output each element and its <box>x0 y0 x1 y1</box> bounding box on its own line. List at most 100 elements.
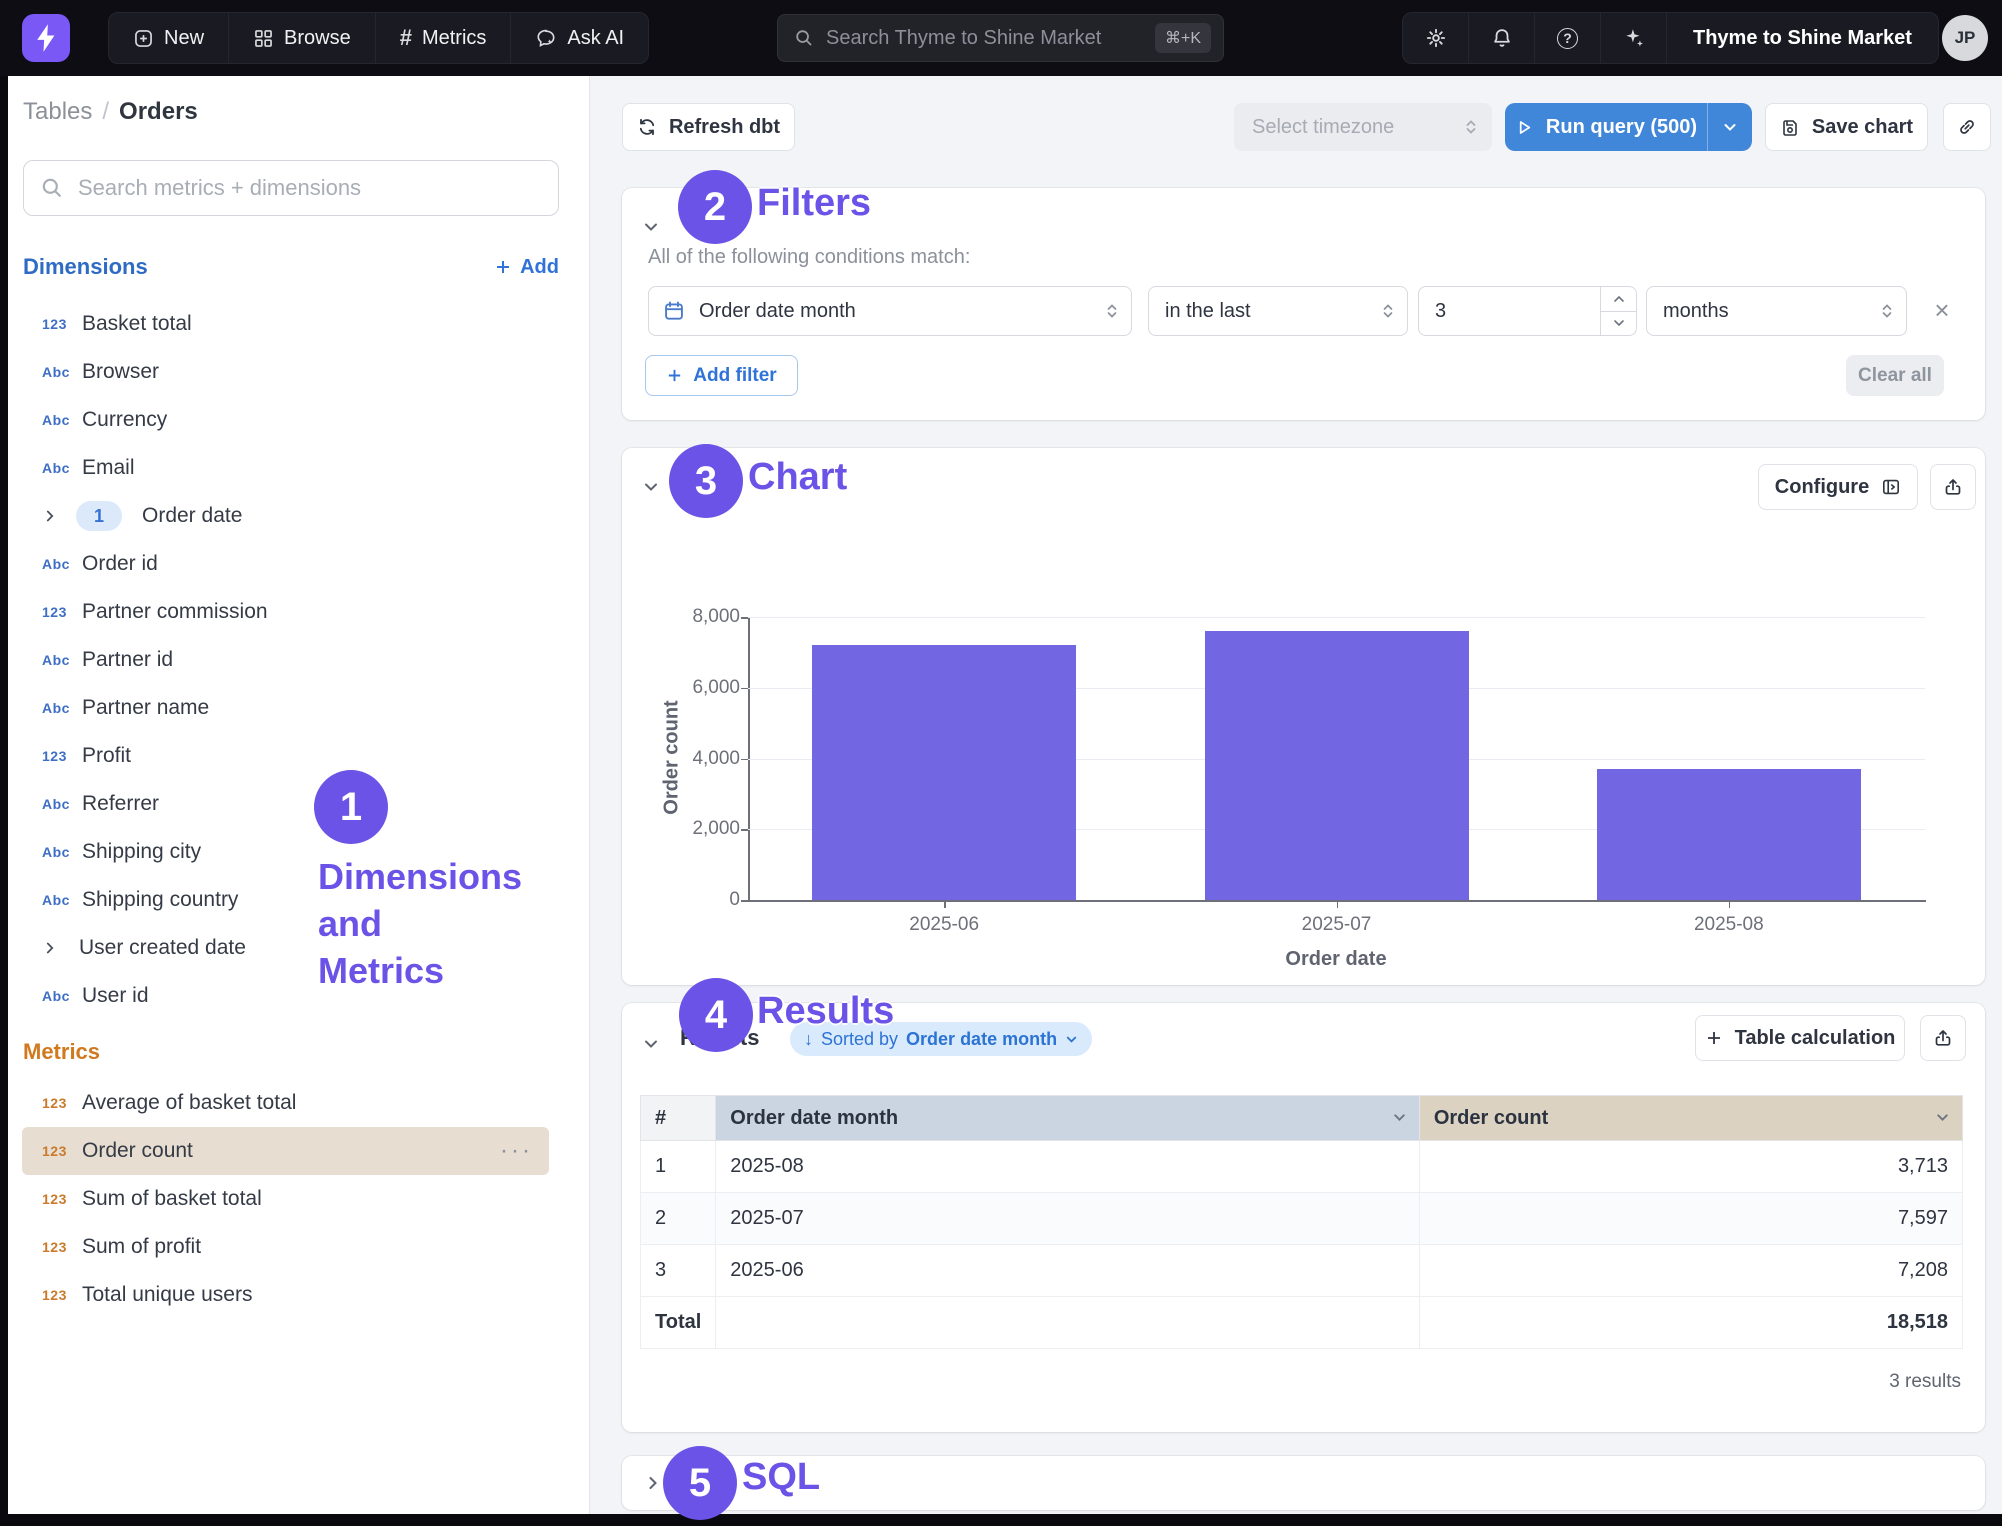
dimension-item-partner-name[interactable]: Abc Partner name <box>22 684 549 732</box>
keyboard-shortcut-badge: ⌘+K <box>1154 23 1211 53</box>
export-results-button[interactable] <box>1920 1015 1966 1061</box>
org-name[interactable]: Thyme to Shine Market <box>1693 26 1912 49</box>
dimension-item-partner-commission[interactable]: 123 Partner commission <box>22 588 549 636</box>
notifications-button[interactable] <box>1469 13 1535 63</box>
row-index[interactable]: 3 <box>639 1244 717 1297</box>
configure-chart-button[interactable]: Configure <box>1758 464 1918 510</box>
order-count-cell[interactable]: 7,208 <box>1418 1244 1964 1297</box>
nav-utility-group: ? Thyme to Shine Market <box>1402 12 1939 64</box>
fields-search-input[interactable] <box>78 175 542 201</box>
sql-collapse-chevron[interactable] <box>644 1474 662 1492</box>
field-label: Basket total <box>82 312 192 335</box>
add-filter-button[interactable]: Add filter <box>645 355 798 396</box>
dimension-item-order-date[interactable]: 1 Order date <box>22 492 549 540</box>
string-type-icon: Abc <box>42 796 70 812</box>
metric-item-sum-of-profit[interactable]: 123 Sum of profit <box>22 1223 549 1271</box>
metrics-list: 123 Average of basket total 123 Order count… <box>8 1079 590 1319</box>
app-logo[interactable] <box>22 14 70 62</box>
dimension-item-shipping-city[interactable]: Abc Shipping city <box>22 828 549 876</box>
sql-section[interactable] <box>622 1456 1985 1510</box>
bar-2025-06[interactable] <box>812 645 1077 900</box>
dimension-item-profit[interactable]: 123 Profit <box>22 732 549 780</box>
x-tick-mark <box>1336 901 1338 908</box>
dimension-item-basket-total[interactable]: 123 Basket total <box>22 300 549 348</box>
nav-actions-group: New Browse # Metrics Ask AI <box>108 12 650 64</box>
help-button[interactable]: ? <box>1535 13 1601 63</box>
save-chart-button[interactable]: Save chart <box>1765 103 1928 151</box>
global-search[interactable]: ⌘+K <box>777 14 1224 62</box>
settings-button[interactable] <box>1403 13 1469 63</box>
table-calculation-button[interactable]: Table calculation <box>1695 1015 1905 1061</box>
filter-field-select[interactable]: Order date month <box>648 286 1132 336</box>
sort-chip[interactable]: ↓ Sorted by Order date month <box>790 1022 1093 1056</box>
filter-operator-select[interactable]: in the last <box>1148 286 1408 336</box>
filters-collapse-chevron[interactable] <box>642 218 660 236</box>
chevron-right-icon[interactable] <box>42 940 62 956</box>
metric-item-order-count[interactable]: 123 Order count ··· <box>22 1127 549 1175</box>
field-menu-button[interactable]: ··· <box>500 1137 533 1164</box>
remove-filter-button[interactable]: × <box>1934 294 1950 325</box>
dimension-item-user-created-date[interactable]: User created date <box>22 924 549 972</box>
breadcrumb-tables[interactable]: Tables <box>23 98 93 125</box>
dimension-item-browser[interactable]: Abc Browser <box>22 348 549 396</box>
timezone-select[interactable]: Select timezone <box>1234 103 1492 151</box>
filter-value-input[interactable]: 3 <box>1418 286 1637 336</box>
results-collapse-chevron[interactable] <box>642 1035 660 1053</box>
user-avatar[interactable]: JP <box>1942 15 1988 61</box>
field-label: Partner name <box>82 696 210 719</box>
column-header-order-count[interactable]: Order count <box>1418 1095 1964 1141</box>
run-query-options-button[interactable] <box>1708 103 1752 151</box>
field-label: Partner id <box>82 648 174 671</box>
order-count-cell[interactable]: 3,713 <box>1418 1140 1964 1193</box>
metric-item-total-unique-users[interactable]: 123 Total unique users <box>22 1271 549 1319</box>
new-button[interactable]: New <box>109 13 230 63</box>
numeric-type-icon: 123 <box>42 316 67 332</box>
clear-all-filters-button[interactable]: Clear all <box>1846 355 1944 396</box>
filter-unit-select[interactable]: months <box>1646 286 1907 336</box>
numeric-type-icon: 123 <box>42 1191 67 1207</box>
dimension-item-shipping-country[interactable]: Abc Shipping country <box>22 876 549 924</box>
ai-sparkles-button[interactable] <box>1601 13 1667 63</box>
string-type-icon: Abc <box>42 700 70 716</box>
dimension-item-email[interactable]: Abc Email <box>22 444 549 492</box>
global-search-input[interactable] <box>826 26 1155 50</box>
numeric-type-icon: 123 <box>42 1143 67 1159</box>
stepper-up-button[interactable] <box>1601 287 1636 312</box>
refresh-dbt-button[interactable]: Refresh dbt <box>622 103 795 151</box>
string-type-icon: Abc <box>42 364 70 380</box>
chevron-updown-icon <box>1880 301 1906 321</box>
dimension-item-partner-id[interactable]: Abc Partner id <box>22 636 549 684</box>
dimension-item-user-id[interactable]: Abc User id <box>22 972 549 1020</box>
fields-search[interactable] <box>23 160 559 216</box>
metric-item-average-of-basket-total[interactable]: 123 Average of basket total <box>22 1079 549 1127</box>
export-chart-button[interactable] <box>1930 464 1976 510</box>
stepper-down-button[interactable] <box>1601 312 1636 336</box>
dimension-item-currency[interactable]: Abc Currency <box>22 396 549 444</box>
ask-ai-button[interactable]: Ask AI <box>511 13 648 63</box>
add-dimension-button[interactable]: Add <box>494 256 559 279</box>
row-index[interactable]: 1 <box>639 1140 717 1193</box>
run-query-button[interactable]: Run query (500) <box>1505 103 1752 151</box>
y-tick-mark <box>741 829 748 831</box>
bar-2025-08[interactable] <box>1596 768 1861 900</box>
dimension-item-order-id[interactable]: Abc Order id <box>22 540 549 588</box>
browse-button[interactable]: Browse <box>229 13 376 63</box>
dimension-item-referrer[interactable]: Abc Referrer <box>22 780 549 828</box>
chevron-down-icon[interactable] <box>1392 1110 1407 1125</box>
column-header-order-date-month[interactable]: Order date month <box>715 1095 1420 1141</box>
order-date-month-cell[interactable]: 2025-08 <box>715 1140 1420 1193</box>
metric-item-sum-of-basket-total[interactable]: 123 Sum of basket total <box>22 1175 549 1223</box>
filters-subtitle: All of the following conditions match: <box>648 246 971 268</box>
chevron-right-icon[interactable] <box>42 508 62 524</box>
metrics-button[interactable]: # Metrics <box>376 13 512 63</box>
calendar-icon <box>663 300 685 322</box>
row-index[interactable]: 2 <box>639 1192 717 1245</box>
order-date-month-cell[interactable]: 2025-06 <box>715 1244 1420 1297</box>
chevron-down-icon[interactable] <box>1935 1110 1950 1125</box>
bar-2025-07[interactable] <box>1204 631 1469 900</box>
copy-link-button[interactable] <box>1943 103 1991 151</box>
chart-collapse-chevron[interactable] <box>642 478 660 496</box>
order-date-month-cell[interactable]: 2025-07 <box>715 1192 1420 1245</box>
order-count-cell[interactable]: 7,597 <box>1418 1192 1964 1245</box>
field-label: Email <box>82 456 135 479</box>
